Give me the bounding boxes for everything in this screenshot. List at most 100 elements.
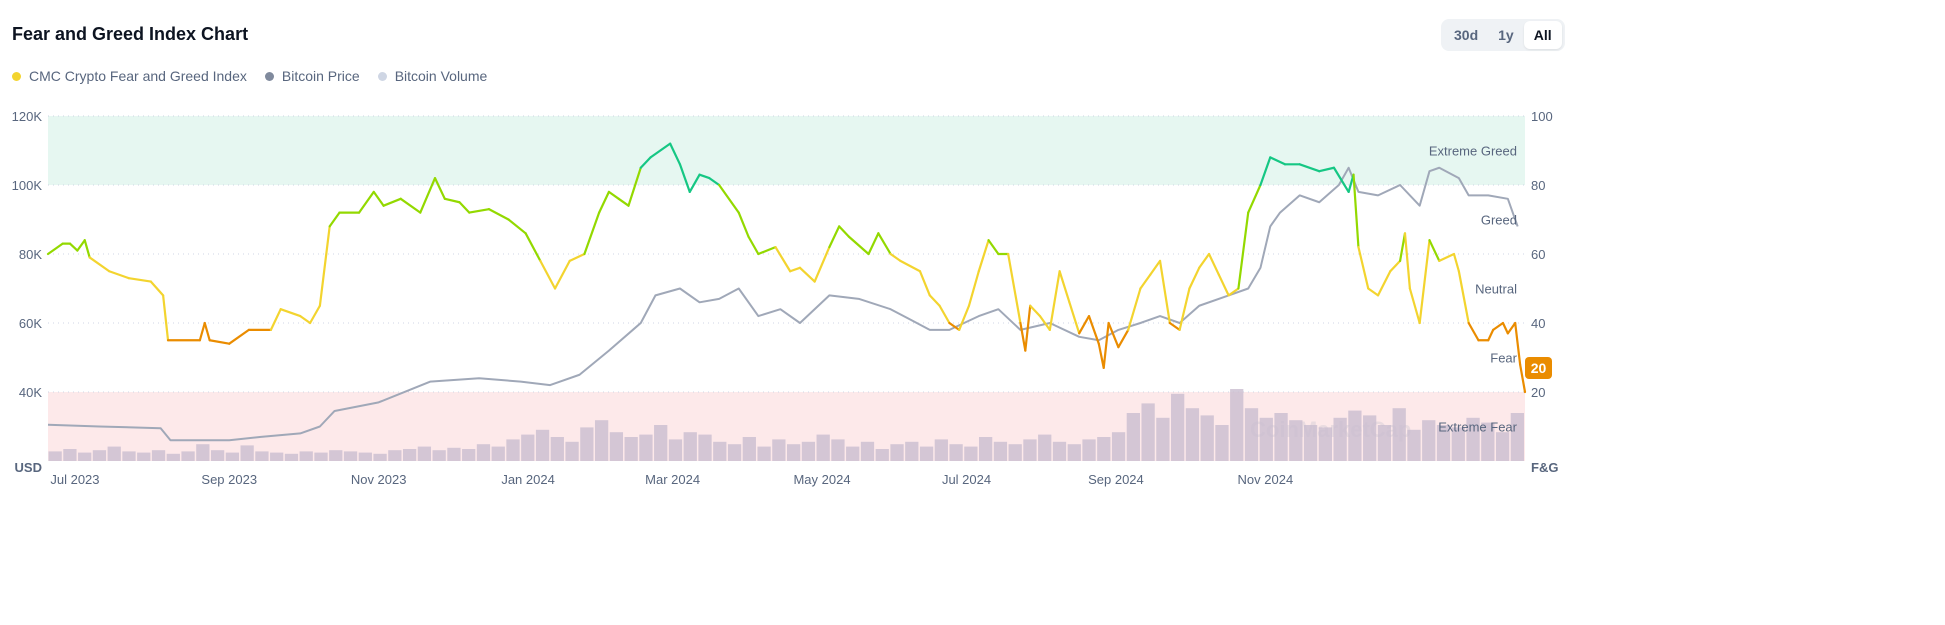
volume-bar <box>255 451 269 461</box>
fear-greed-segment <box>774 246 792 273</box>
fear-greed-segment <box>948 321 961 331</box>
fear-greed-segment <box>83 239 91 259</box>
fear-greed-segment <box>382 197 402 207</box>
fear-greed-segment <box>928 294 941 307</box>
fear-greed-segment <box>507 218 527 235</box>
fear-greed-segment <box>127 277 152 283</box>
fear-greed-segment <box>1259 156 1272 187</box>
volume-bar <box>122 451 136 461</box>
fear-greed-segment <box>737 211 750 238</box>
fear-greed-segment <box>299 315 312 325</box>
fear-greed-segment <box>607 190 620 200</box>
volume-bar <box>1495 432 1510 461</box>
zone-label: Extreme Greed <box>1429 144 1517 159</box>
fear-greed-segment <box>1107 321 1120 349</box>
fear-greed-segment <box>1237 211 1250 290</box>
volume-bar <box>993 441 1008 461</box>
range-1y-button[interactable]: 1y <box>1488 21 1524 49</box>
volume-bar <box>1274 413 1288 461</box>
volume-bar <box>181 451 195 461</box>
fear-greed-segment <box>1117 328 1130 349</box>
volume-bar <box>491 446 505 461</box>
zone-label: Extreme Fear <box>1438 420 1517 435</box>
x-axis-tick: Sep 2024 <box>1088 472 1144 487</box>
volume-bar <box>92 450 107 461</box>
volume-bar <box>1230 389 1244 461</box>
volume-bar <box>373 453 387 461</box>
fear-greed-segment <box>789 266 802 273</box>
x-axis-tick: Jul 2023 <box>50 472 99 487</box>
volume-bar <box>1156 417 1170 461</box>
volume-bar <box>1082 439 1096 461</box>
volume-bar <box>48 451 62 461</box>
fear-greed-segment <box>1506 321 1517 335</box>
fear-greed-segment <box>918 270 931 297</box>
x-axis-tick: Jan 2024 <box>501 472 555 487</box>
range-all-button[interactable]: All <box>1523 21 1562 49</box>
fear-greed-segment <box>88 256 111 273</box>
fear-greed-segment <box>269 308 282 331</box>
volume-bar <box>1038 434 1052 461</box>
volume-bar <box>1008 444 1022 461</box>
volume-bar <box>565 441 579 461</box>
fear-greed-segment <box>1149 259 1162 276</box>
volume-bar <box>624 437 638 461</box>
legend-item-fear-greed[interactable]: CMC Crypto Fear and Greed Index <box>12 68 247 84</box>
right-axis-tick: 60 <box>1531 247 1545 262</box>
volume-bar <box>713 441 727 461</box>
fear-greed-segment <box>867 232 880 256</box>
fear-greed-segment <box>583 211 601 256</box>
left-axis-tick: 100K <box>12 178 43 193</box>
fear-greed-segment <box>639 156 652 169</box>
fear-greed-segment <box>357 190 375 214</box>
volume-bar <box>949 444 963 461</box>
page-title: Fear and Greed Index Chart <box>12 24 249 44</box>
fear-greed-segment <box>1158 259 1171 325</box>
volume-bar <box>668 439 683 461</box>
volume-bar <box>919 446 934 461</box>
fear-greed-segment <box>468 208 490 214</box>
fear-greed-segment <box>1019 321 1027 352</box>
volume-bar <box>801 441 816 461</box>
volume-bar <box>860 441 875 461</box>
fear-greed-segment <box>198 321 206 342</box>
x-axis-tick: Nov 2023 <box>351 472 407 487</box>
range-30d-button[interactable]: 30d <box>1444 21 1488 49</box>
volume-bar <box>1052 441 1067 461</box>
fear-greed-segment <box>1168 321 1181 331</box>
fear-greed-segment <box>708 177 721 187</box>
fear-greed-segment <box>1188 266 1201 290</box>
fear-greed-segment <box>149 280 165 297</box>
fear-greed-segment <box>1178 287 1191 331</box>
fear-greed-segment <box>433 177 446 200</box>
legend-item-bitcoin-volume[interactable]: Bitcoin Volume <box>377 68 487 84</box>
legend-label: Bitcoin Price <box>281 68 360 84</box>
volume-bar <box>402 449 417 461</box>
fear-greed-segment <box>203 321 211 342</box>
volume-bar <box>1244 408 1259 461</box>
legend-item-bitcoin-price[interactable]: Bitcoin Price <box>264 68 360 84</box>
fear-greed-segment <box>1408 287 1421 325</box>
right-axis-tick: 100 <box>1531 109 1553 124</box>
volume-bar <box>1436 425 1451 461</box>
zone-label: Greed <box>1481 213 1517 228</box>
volume-bar <box>1215 425 1229 461</box>
fear-greed-segment <box>1207 252 1220 276</box>
fear-greed-segment <box>1389 259 1402 273</box>
volume-bar <box>535 429 550 461</box>
fear-greed-segment <box>798 266 816 283</box>
volume-bar <box>787 444 801 461</box>
fear-greed-segment <box>1227 287 1240 297</box>
volume-bar <box>1451 427 1465 461</box>
legend-dot-icon <box>377 71 387 81</box>
volume-bar <box>580 427 594 461</box>
volume-bar <box>166 453 180 461</box>
volume-bar <box>151 450 166 461</box>
fear-greed-segment <box>539 259 557 290</box>
fear-greed-segment <box>1318 166 1336 173</box>
volume-bar <box>1466 417 1480 461</box>
volume-bar <box>934 439 948 461</box>
volume-bar <box>1141 403 1155 461</box>
volume-bar <box>609 432 624 461</box>
